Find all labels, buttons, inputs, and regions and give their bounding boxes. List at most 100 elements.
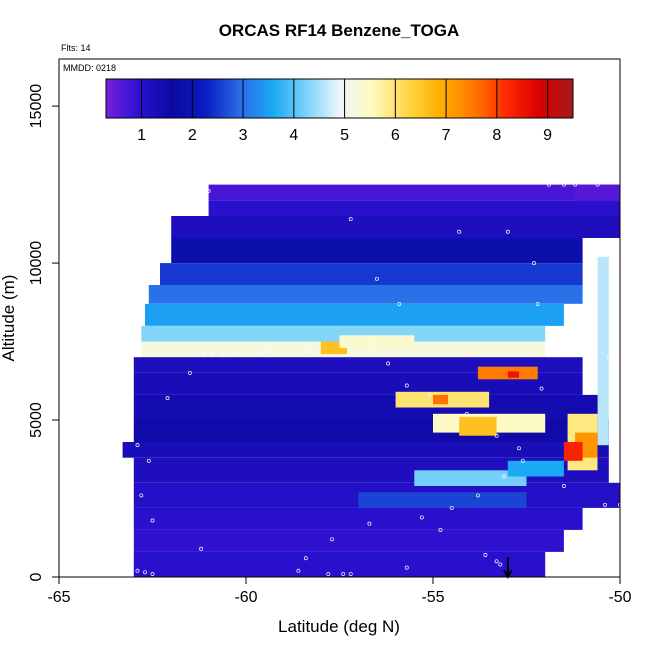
heatmap-band [133, 357, 583, 373]
heatmap-feature [414, 470, 527, 486]
heatmap-feature [507, 460, 564, 477]
heatmap-band [171, 216, 620, 238]
y-tick-label: 5000 [28, 402, 45, 438]
y-axis-label: Altitude (m) [0, 275, 18, 362]
flight-track-point [146, 458, 151, 463]
flight-track-point [614, 257, 619, 262]
flight-track-point [202, 352, 207, 357]
flight-track-point [517, 446, 521, 451]
flight-track-point [610, 418, 615, 422]
flight-track-point [143, 570, 147, 575]
flight-track-point [150, 518, 155, 523]
heatmap-feature [563, 442, 583, 461]
flight-track-point [438, 527, 443, 532]
flight-track-point [199, 546, 204, 551]
flight-track-point [561, 484, 566, 488]
flight-track [135, 182, 620, 576]
heatmap-band [145, 303, 564, 326]
colorbar-tick-label: 3 [239, 127, 248, 144]
heatmap-feature [433, 394, 448, 405]
flight-track-point [374, 276, 379, 281]
x-axis: -65 -60 -55 -50 [47, 577, 632, 606]
flight-track-point [502, 474, 507, 479]
flight-track-point [464, 411, 469, 416]
flight-track-point [550, 336, 555, 341]
flight-track-point [449, 505, 454, 510]
y-axis: 0 5000 10000 15000 [28, 84, 59, 581]
flight-track-point [187, 370, 192, 375]
colorbar-tick-label: 5 [340, 127, 349, 144]
heatmap-feature [358, 492, 527, 508]
heatmap-feature [459, 416, 497, 436]
x-axis-label: Latitude (deg N) [278, 617, 400, 636]
flight-track-point [210, 352, 215, 357]
heatmap-band [148, 285, 583, 304]
x-tick-label: -55 [421, 589, 444, 606]
colorbar-tick-label: 4 [289, 127, 298, 144]
colorbar-tick-label: 8 [492, 127, 501, 144]
heatmap-band [133, 507, 583, 530]
flight-track-point [419, 515, 424, 520]
flight-track-point [498, 562, 503, 567]
flight-track-point [618, 502, 620, 507]
flight-track-point [532, 261, 536, 266]
flight-track-point [595, 182, 600, 187]
flight-track-point [546, 182, 551, 187]
flight-track-point [348, 217, 353, 222]
heatmap-band [160, 263, 583, 286]
x-tick-label: -50 [608, 589, 631, 606]
flight-track-point [367, 521, 372, 526]
flight-track-point [457, 229, 462, 234]
flight-track-point [535, 301, 540, 306]
flight-track-point [603, 502, 607, 507]
colorbar-gradient [105, 78, 574, 119]
flight-track-point [259, 352, 263, 357]
flight-track-point [150, 571, 155, 576]
flight-track-point [303, 349, 308, 353]
colorbar-tick-label: 7 [442, 127, 451, 144]
flight-track-point [505, 229, 510, 234]
flight-track-point [330, 537, 334, 542]
heatmap-band [171, 237, 583, 263]
flight-track-point [341, 571, 346, 576]
heatmap-feature [507, 371, 519, 378]
flight-track-point [475, 493, 480, 498]
flight-track-point [520, 458, 525, 463]
flight-track-point [573, 182, 578, 187]
flight-track-point [303, 556, 308, 561]
flight-track-point [135, 568, 140, 573]
y-tick-label: 0 [28, 572, 45, 581]
heatmap-band [141, 325, 546, 342]
colorbar: 1 2 3 4 5 6 7 8 9 [105, 78, 574, 144]
position-marker-arrow [502, 557, 513, 580]
heatmap-feature [597, 256, 609, 446]
heatmap-band [122, 442, 609, 458]
flight-track-point [539, 386, 544, 391]
flight-track-point [561, 182, 566, 187]
flight-track-point [221, 352, 226, 357]
heatmap-band [133, 551, 546, 577]
flight-track-point [494, 433, 499, 438]
flight-track-point [135, 443, 140, 448]
colorbar-tick-label: 6 [391, 127, 400, 144]
flights-annotation: Flts: 14 [61, 43, 91, 53]
heatmap-feature [575, 184, 620, 201]
flight-track-point [326, 571, 331, 576]
flight-track-point [494, 559, 499, 564]
flight-track-point [348, 571, 353, 576]
flight-track-point [404, 383, 409, 388]
y-tick-label: 15000 [28, 84, 45, 129]
heatmap-band [208, 184, 620, 201]
flight-track-point [404, 565, 409, 570]
flight-track-point [206, 188, 211, 193]
flight-track-point [266, 349, 271, 353]
flight-track-point [367, 342, 372, 347]
y-tick-label: 10000 [28, 241, 45, 286]
heatmap-cells [122, 184, 620, 577]
plot-frame [58, 58, 621, 578]
flight-track-point [606, 355, 611, 360]
x-tick-label: -60 [234, 589, 257, 606]
flight-track-point [386, 361, 391, 366]
